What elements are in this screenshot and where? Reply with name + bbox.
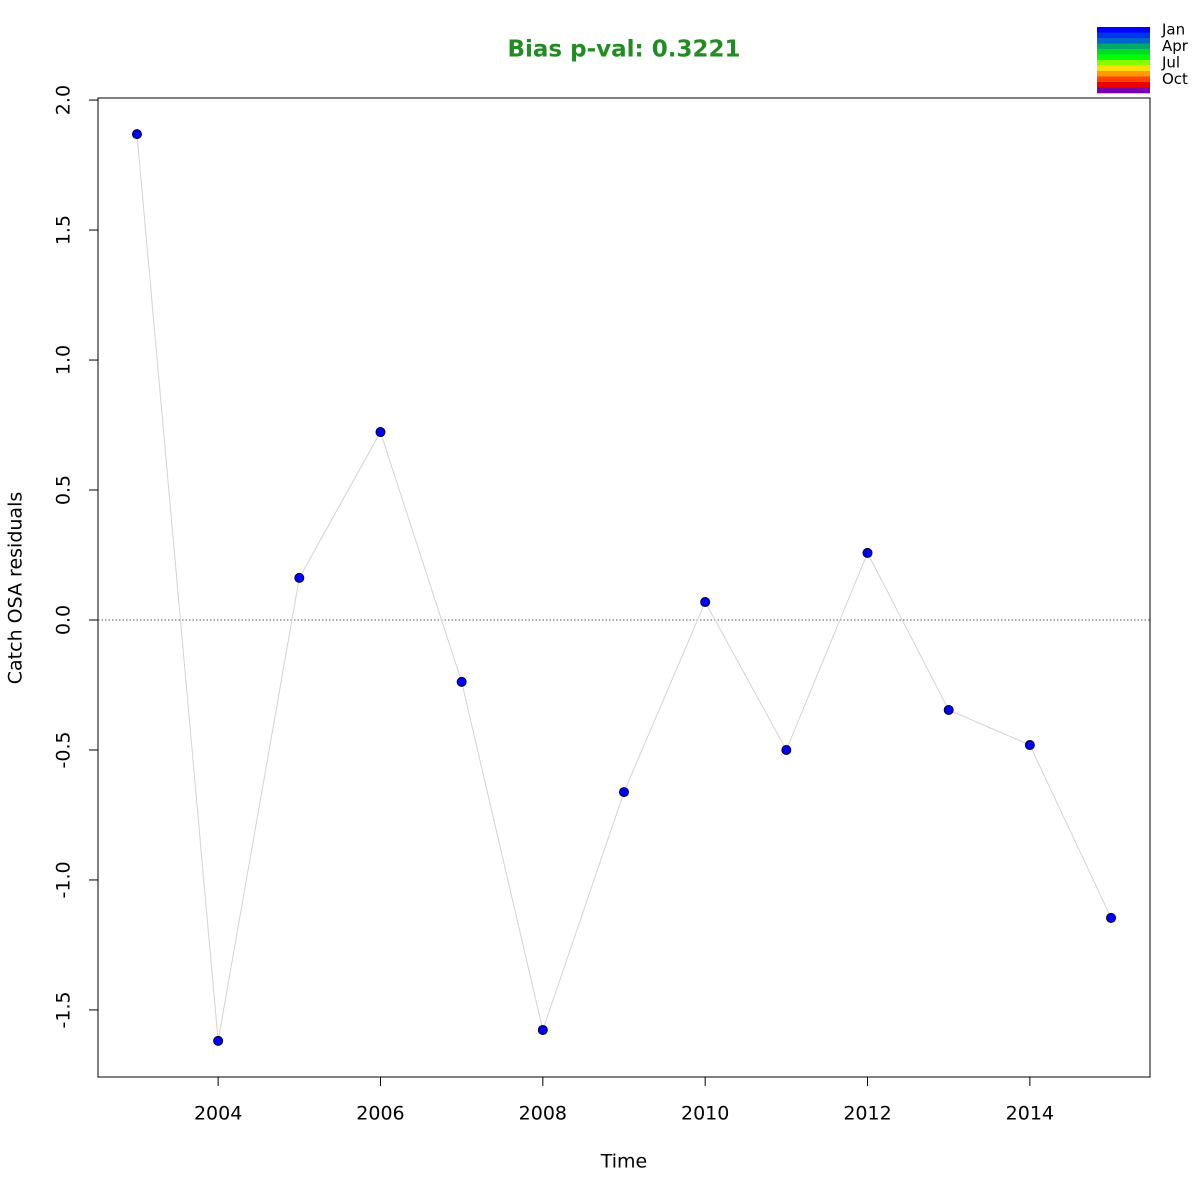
legend-color-swatch (1097, 87, 1150, 94)
y-tick-label: 1.0 (53, 345, 75, 375)
legend-label: Apr (1162, 37, 1189, 55)
data-point (456, 676, 467, 687)
legend-label: Jan (1161, 20, 1185, 38)
data-point (537, 1024, 548, 1035)
y-tick-label: -1.0 (53, 861, 75, 898)
data-point (700, 597, 711, 608)
data-point (1106, 912, 1117, 923)
legend-color-swatch (1097, 76, 1150, 83)
x-tick-label: 2008 (519, 1103, 567, 1125)
y-tick-label: 2.0 (53, 85, 75, 115)
legend-label: Oct (1162, 70, 1188, 88)
series-line (136, 134, 1112, 1041)
legend-label: Jul (1161, 53, 1180, 71)
y-tick-label: 0.5 (53, 475, 75, 505)
x-tick-label: 2014 (1006, 1103, 1054, 1125)
x-tick-label: 2006 (356, 1103, 404, 1125)
x-axis-label: Time (600, 1151, 648, 1173)
data-point (213, 1035, 224, 1046)
legend-color-swatch (1097, 32, 1150, 39)
data-point (294, 572, 305, 583)
y-tick-label: 1.5 (53, 215, 75, 245)
legend-color-swatch (1097, 60, 1150, 66)
x-tick-label: 2010 (681, 1103, 729, 1125)
legend-color-swatch (1097, 49, 1150, 55)
y-tick-label: -1.5 (53, 991, 75, 1028)
data-point (619, 787, 629, 798)
data-point (781, 744, 792, 755)
legend-color-swatch (1097, 65, 1150, 72)
data-point (943, 704, 954, 715)
data-point (862, 547, 873, 558)
data-point (1024, 740, 1035, 751)
data-point (375, 427, 386, 438)
y-axis-label: Catch OSA residuals (5, 492, 27, 684)
plot-frame (97, 97, 1151, 1078)
legend-color-swatch (1097, 27, 1150, 33)
y-tick-label: 0.0 (53, 605, 75, 635)
legend-color-swatch (1097, 54, 1150, 61)
x-tick-label: 2012 (843, 1103, 891, 1125)
legend-color-swatch (1097, 38, 1150, 44)
y-tick-label: -0.5 (53, 731, 75, 768)
legend-color-swatch (1097, 82, 1150, 88)
legend-color-swatch (1097, 43, 1150, 50)
chart-title: Bias p-val: 0.3221 (508, 37, 741, 63)
data-point (131, 129, 142, 140)
x-tick-label: 2004 (194, 1103, 242, 1125)
legend-color-swatch (1097, 71, 1150, 77)
